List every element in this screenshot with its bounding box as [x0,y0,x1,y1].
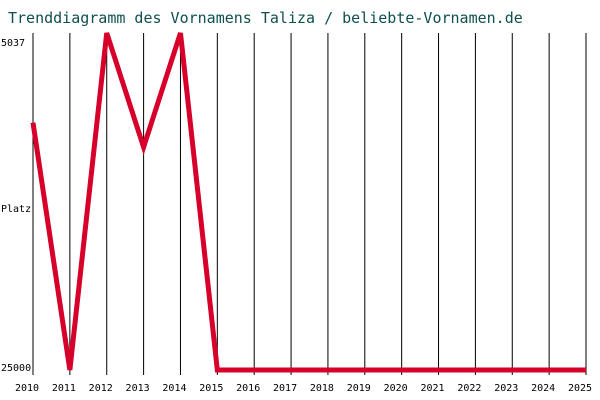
series-line-0 [30,32,586,373]
x-tick-label: 2011 [52,383,76,394]
x-axis-labels: 2010 2011 2012 2013 2014 2015 2016 2017 2018 2019… [15,383,592,394]
x-tick-label: 2010 [15,383,39,394]
x-tick-label: 2013 [126,383,150,394]
x-tick-label: 2019 [347,383,371,394]
x-tick-label: 2018 [310,383,334,394]
y-tick-label-top: 5037 [1,38,25,49]
x-tick-label: 2017 [273,383,297,394]
x-tick-label: 2024 [531,383,555,394]
x-tick-label: 2025 [568,383,592,394]
x-tick-label: 2016 [236,383,260,394]
y-axis: 5037 Platz 25000 [1,38,31,374]
x-tick-label: 2022 [457,383,481,394]
x-tick-label: 2021 [420,383,444,394]
x-tick-label: 2015 [199,383,223,394]
chart-title: Trenddiagramm des Vornamens Taliza / bel… [8,9,523,27]
grid-lines [32,33,587,375]
y-axis-label: Platz [1,204,31,215]
series-layer [30,32,587,373]
x-tick-label: 2023 [494,383,518,394]
x-tick-label: 2020 [384,383,408,394]
x-tick-label: 2012 [89,383,113,394]
y-tick-label-bottom: 25000 [1,363,31,374]
x-tick-label: 2014 [162,383,186,394]
